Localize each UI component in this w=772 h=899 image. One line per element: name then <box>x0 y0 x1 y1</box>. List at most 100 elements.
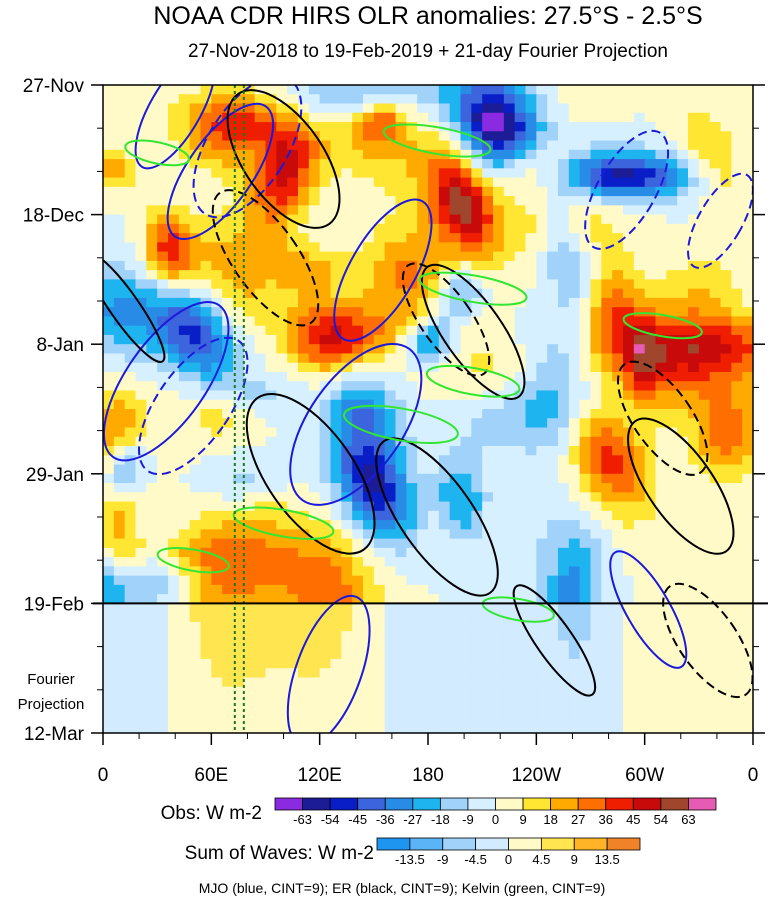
heat-cell <box>233 353 245 364</box>
heat-cell <box>493 492 505 503</box>
heat-cell <box>471 686 483 697</box>
heat-cell <box>222 705 234 716</box>
heat-cell <box>612 668 624 679</box>
heat-cell <box>406 288 418 299</box>
heat-cell <box>395 594 407 604</box>
heat-cell <box>189 529 202 540</box>
heat-cell <box>113 668 126 679</box>
heat-cell <box>157 436 169 447</box>
heat-cell <box>308 94 321 105</box>
heat-cell <box>200 390 212 401</box>
heat-cell <box>688 464 700 475</box>
heat-cell <box>124 594 137 604</box>
heat-cell <box>319 714 332 725</box>
heat-cell <box>558 538 570 549</box>
heat-cell <box>319 251 332 262</box>
heat-cell <box>395 122 407 132</box>
heat-cell <box>536 297 548 308</box>
heat-cell <box>308 464 321 475</box>
heat-cell <box>428 501 440 512</box>
heat-cell <box>243 297 256 308</box>
heat-cell <box>471 186 483 197</box>
heat-cell <box>503 122 516 132</box>
heat-cell <box>623 584 635 595</box>
heat-cell <box>514 427 527 438</box>
heat-cell <box>623 538 635 549</box>
heat-cell <box>698 325 711 336</box>
heat-cell <box>211 547 223 558</box>
heat-cell <box>243 371 256 382</box>
heat-cell <box>276 714 288 725</box>
heat-cell <box>384 214 397 225</box>
heat-cell <box>157 464 169 475</box>
heat-cell <box>135 695 147 706</box>
heat-cell <box>525 177 537 188</box>
heat-cell <box>135 112 147 123</box>
x-tick-label: 60E <box>194 765 228 786</box>
heat-cell <box>178 223 191 234</box>
heat-cell <box>113 686 126 697</box>
heat-cell <box>254 668 267 679</box>
heat-cell <box>298 270 310 280</box>
heat-cell <box>514 371 527 382</box>
heat-cell <box>178 686 191 697</box>
heat-cell <box>373 612 386 623</box>
heat-cell <box>243 566 256 577</box>
heat-cell <box>612 483 624 493</box>
heat-cell <box>265 353 277 364</box>
heat-cell <box>373 325 386 336</box>
heat-cell <box>254 686 267 697</box>
heat-cell <box>298 214 310 225</box>
heat-cell <box>135 334 147 345</box>
heat-cell <box>233 575 245 586</box>
heat-cell <box>666 344 678 355</box>
heat-cell <box>677 455 689 466</box>
heat-cell <box>157 677 169 688</box>
heat-cell <box>633 584 646 595</box>
heat-cell <box>157 260 169 271</box>
heat-cell <box>568 390 581 401</box>
heat-cell <box>276 547 288 558</box>
heat-cell <box>211 186 223 197</box>
heat-cell <box>503 631 516 642</box>
heat-cell <box>525 409 537 419</box>
heat-cell <box>709 594 722 604</box>
heat-cell <box>525 427 537 438</box>
heat-cell <box>568 251 581 262</box>
heat-cell <box>558 510 570 521</box>
heat-cell <box>612 427 624 438</box>
heat-cell <box>731 390 743 401</box>
heat-cell <box>666 168 678 179</box>
heat-cell <box>688 140 700 151</box>
heat-cell <box>113 594 126 604</box>
heat-cell <box>211 168 223 179</box>
heat-cell <box>276 242 288 253</box>
heat-cell <box>536 196 548 206</box>
heat-cell <box>384 594 397 604</box>
heat-cell <box>211 658 223 669</box>
heat-cell <box>373 362 386 373</box>
heat-cell <box>525 149 537 160</box>
heat-cell <box>655 362 667 373</box>
heat-cell <box>406 501 418 512</box>
heat-cell <box>644 473 657 484</box>
heat-cell <box>698 362 711 373</box>
heat-cell <box>211 307 223 318</box>
heat-cell <box>395 520 407 530</box>
heat-cell <box>623 223 635 234</box>
heat-cell <box>493 409 505 419</box>
heat-cell <box>395 196 407 206</box>
heat-cell <box>623 288 635 299</box>
heat-cell <box>168 547 180 558</box>
heat-cell <box>113 223 126 234</box>
heat-cell <box>384 159 397 169</box>
heat-cell <box>428 223 440 234</box>
heat-cell <box>503 409 516 419</box>
heat-cell <box>720 409 732 419</box>
heat-cell <box>103 186 115 197</box>
heat-cell <box>460 668 472 679</box>
heat-cell <box>211 297 223 308</box>
heat-cell <box>113 621 126 632</box>
heat-cell <box>233 177 245 188</box>
heat-cell <box>330 251 342 262</box>
